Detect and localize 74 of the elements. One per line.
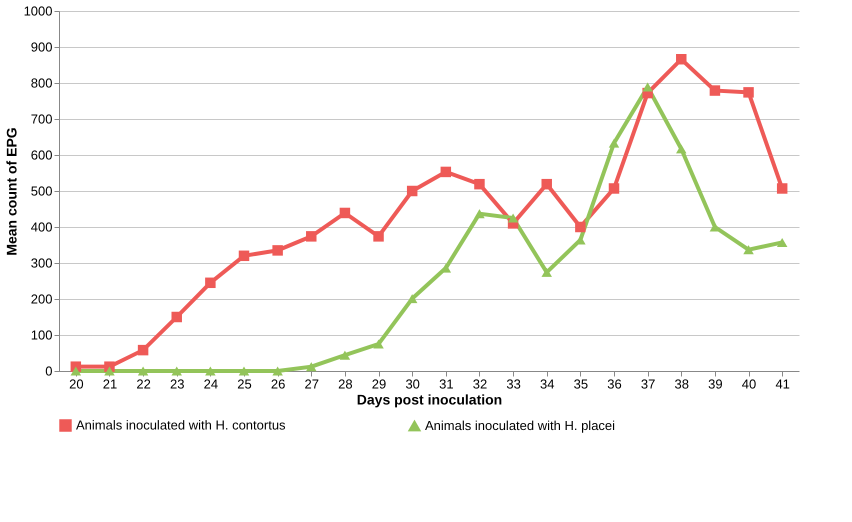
x-tick-label: 40 xyxy=(742,376,756,392)
point xyxy=(238,250,250,262)
x-tick-label: 36 xyxy=(607,376,622,392)
y-tick-label: 1000 xyxy=(24,4,52,18)
point xyxy=(406,294,418,304)
y-tick-label: 200 xyxy=(30,292,52,306)
point xyxy=(676,54,687,64)
point xyxy=(340,350,350,360)
point xyxy=(474,209,485,218)
point xyxy=(642,82,653,92)
point xyxy=(406,186,418,196)
x-tick-label: 26 xyxy=(270,376,286,392)
point xyxy=(508,213,518,223)
y-tick-label: 700 xyxy=(30,112,52,126)
x-tick-label: 22 xyxy=(136,376,151,392)
x-axis-title: Days post inoculation xyxy=(356,392,502,408)
point xyxy=(373,339,384,349)
point xyxy=(171,312,182,322)
point xyxy=(743,245,754,254)
point xyxy=(205,366,216,376)
legend-label: Animals inoculated with H. placei xyxy=(425,418,616,433)
point xyxy=(608,183,620,194)
x-tick-label: 28 xyxy=(338,376,353,392)
point xyxy=(171,366,182,376)
legend-label: Animals inoculated with H. contortus xyxy=(76,418,286,433)
point xyxy=(608,138,620,148)
point xyxy=(373,231,384,242)
point xyxy=(138,366,148,376)
x-tick-label: 23 xyxy=(170,376,184,392)
y-tick-label: 600 xyxy=(30,148,52,162)
x-tick-label: 41 xyxy=(775,376,790,392)
x-tick-label: 37 xyxy=(640,376,656,392)
point xyxy=(272,366,283,376)
point xyxy=(138,344,148,356)
x-tick-label: 24 xyxy=(204,376,218,392)
x-tick-label: 29 xyxy=(372,376,386,392)
point xyxy=(676,144,687,154)
x-tick-label: 25 xyxy=(237,376,252,392)
point xyxy=(541,178,552,190)
x-tick-label: 34 xyxy=(540,376,554,392)
point xyxy=(474,178,485,190)
point xyxy=(776,183,788,194)
x-tick-label: 21 xyxy=(102,376,118,392)
y-tick-label: 0 xyxy=(45,364,52,378)
x-tick-label: 35 xyxy=(574,376,588,392)
point xyxy=(340,208,350,218)
y-tick-label: 900 xyxy=(30,40,52,54)
point xyxy=(104,366,115,376)
y-tick-label: 100 xyxy=(30,328,52,342)
point xyxy=(70,366,82,376)
y-axis-title: Mean count of EPG xyxy=(4,127,20,256)
point xyxy=(306,231,317,242)
point xyxy=(776,238,788,248)
point xyxy=(575,222,586,232)
x-tick-label: 31 xyxy=(439,376,454,392)
y-tick-label: 800 xyxy=(30,76,52,90)
point xyxy=(306,362,317,372)
x-tick-label: 27 xyxy=(304,376,320,392)
point xyxy=(272,245,283,256)
y-tick-label: 500 xyxy=(30,184,52,198)
x-tick-label: 32 xyxy=(472,376,488,392)
point xyxy=(710,85,720,96)
point xyxy=(238,366,250,376)
x-tick-label: 20 xyxy=(69,376,84,392)
x-tick-label: 30 xyxy=(405,376,420,392)
y-tick-label: 400 xyxy=(30,220,52,234)
y-tick-label: 300 xyxy=(30,256,52,270)
x-tick-label: 39 xyxy=(708,376,723,392)
point xyxy=(440,166,452,178)
x-tick-label: 33 xyxy=(506,376,521,392)
x-tick-label: 38 xyxy=(674,376,690,392)
point xyxy=(541,268,552,277)
point xyxy=(743,87,754,98)
point xyxy=(205,278,216,288)
